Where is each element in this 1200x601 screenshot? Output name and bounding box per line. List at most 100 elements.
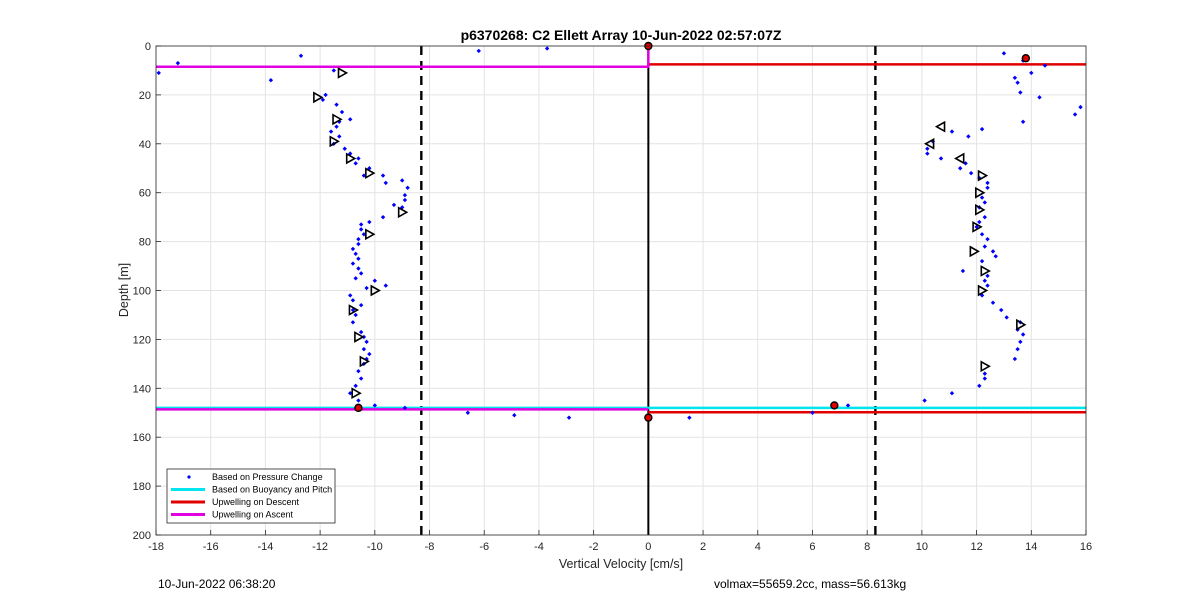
y-tick-label: 120 (133, 334, 151, 346)
pressure-change-point (334, 124, 339, 129)
pressure-change-point (544, 46, 550, 51)
pressure-change-point (925, 151, 930, 156)
buoyancy-pitch-marker (934, 120, 946, 133)
pressure-change-point (985, 273, 990, 279)
x-tick-label: 10 (916, 541, 928, 553)
pressure-change-point (353, 383, 358, 389)
pressure-change-point (1012, 75, 1018, 80)
x-tick-label: -16 (203, 541, 219, 553)
y-tick-label: 100 (133, 286, 151, 298)
pressure-change-point (979, 258, 985, 264)
pressure-change-point (982, 278, 987, 283)
pressure-change-point (350, 298, 356, 303)
buoyancy-pitch-marker (332, 113, 343, 126)
pressure-change-point (367, 219, 372, 225)
pressure-change-point (356, 266, 361, 271)
y-tick-label: 80 (139, 237, 151, 249)
pressure-change-point (328, 129, 334, 134)
pressure-change-point (1015, 80, 1020, 85)
pressure-change-point (402, 192, 408, 198)
buoyancy-pitch-marker (348, 304, 360, 316)
buoyancy-pitch-marker (975, 203, 986, 216)
pressure-change-point (367, 351, 372, 357)
surface-bottom-point (830, 401, 839, 410)
pressure-change-point (361, 232, 367, 237)
pressure-change-point (175, 60, 181, 66)
buoyancy-pitch-marker (980, 265, 991, 277)
pressure-change-point (372, 278, 378, 283)
y-tick-label: 0 (145, 41, 151, 53)
x-tick-label: 0 (645, 541, 651, 553)
pressure-change-point (1018, 90, 1023, 95)
buoyancy-pitch-marker (397, 206, 409, 219)
pressure-change-point (922, 398, 927, 403)
pressure-change-point (353, 161, 358, 166)
pressure-change-point (982, 371, 987, 376)
pressure-change-point (353, 276, 358, 281)
pressure-change-point (993, 254, 998, 259)
pressure-change-point (353, 251, 358, 257)
pressure-change-point (966, 134, 971, 139)
pressure-change-point (356, 156, 361, 161)
pressure-change-point (348, 293, 353, 298)
buoyancy-pitch-marker (1016, 318, 1027, 331)
pressure-change-point (982, 200, 987, 205)
pressure-change-point (331, 68, 336, 73)
y-tick-label: 40 (139, 139, 151, 151)
pressure-change-point (1018, 339, 1023, 345)
x-tick-label: -4 (534, 541, 544, 553)
pressure-change-point (402, 197, 408, 203)
footer-params: volmax=55659.2cc, mass=56.613kg (714, 577, 907, 591)
buoyancy-pitch-marker (370, 284, 381, 297)
x-tick-label: 6 (809, 541, 815, 553)
pressure-change-point (810, 410, 815, 415)
x-axis-ticks: -18 -16 -14 -12 -10 -8 -6 -4 -2 0 2 4 6 8 10 12 14 16 (148, 530, 1092, 553)
pressure-change-point (985, 180, 990, 186)
pressure-change-point (342, 146, 347, 151)
y-tick-label: 140 (133, 383, 151, 395)
pressure-change-point (380, 214, 386, 220)
pressure-change-point (990, 249, 996, 254)
pressure-change-point (358, 329, 364, 335)
legend: Based on Pressure Change Based on Buoyanc… (166, 468, 336, 524)
pressure-change-point (320, 97, 326, 102)
pressure-change-point (339, 109, 345, 115)
buoyancy-pitch-marker (923, 137, 935, 150)
surface-bottom-point (354, 403, 363, 413)
pressure-change-point (1020, 332, 1026, 337)
pressure-change-point (1015, 346, 1020, 352)
pressure-change-point (1020, 119, 1026, 124)
buoyancy-pitch-marker (954, 152, 965, 165)
pressure-change-point (1001, 51, 1007, 56)
x-tick-label: -8 (425, 541, 435, 553)
y-tick-label: 20 (139, 90, 151, 102)
legend-label: Based on Buoyancy and Pitch (212, 485, 332, 495)
pressure-change-point (566, 415, 572, 420)
pressure-change-point (985, 185, 990, 191)
pressure-change-point (298, 53, 304, 58)
plot-border (155, 45, 1087, 536)
series-layer (156, 41, 1086, 535)
buoyancy-pitch-marker (980, 360, 991, 373)
footer-timestamp: 10-Jun-2022 06:38:20 (158, 577, 276, 591)
pressure-change-point (985, 283, 990, 288)
buoyancy-pitch-marker (365, 228, 376, 241)
pressure-change-point (949, 390, 955, 396)
pressure-change-point (348, 390, 353, 396)
x-tick-label: -12 (312, 541, 328, 553)
pressure-change-point (356, 236, 361, 242)
x-tick-label: 16 (1080, 541, 1092, 553)
x-tick-label: 4 (755, 541, 761, 553)
pressure-change-point (399, 178, 405, 183)
x-tick-label: 12 (970, 541, 982, 553)
surface-bottom-point (644, 413, 653, 422)
pressure-change-point (402, 405, 408, 411)
pressure-change-point (358, 227, 364, 232)
pressure-change-point (968, 170, 974, 176)
pressure-change-point (358, 222, 364, 227)
pressure-change-point (323, 92, 328, 98)
pressure-change-point (990, 300, 996, 305)
pressure-change-point (982, 244, 987, 249)
pressure-change-point (156, 70, 161, 76)
y-axis-label: Depth [m] (117, 263, 131, 317)
